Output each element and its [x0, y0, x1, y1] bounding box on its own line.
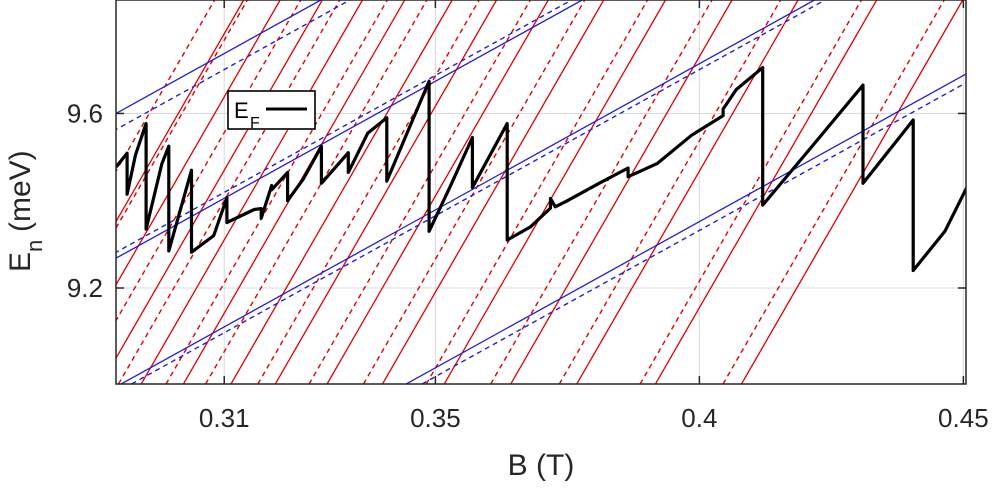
red-level-line-solid [654, 0, 878, 384]
level-lines [116, 0, 966, 384]
red-level-line-solid [381, 0, 605, 384]
red-level-line-dashed [362, 0, 586, 384]
y-axis-label: E n (meV) [4, 150, 47, 272]
blue-level-line-dashed [116, 0, 572, 254]
plot-frame [115, 0, 967, 385]
red-level-line-solid [740, 0, 964, 384]
legend-label-subscript: F [250, 115, 260, 132]
red-level-line-dashed [490, 0, 713, 384]
blue-level-line-dashed [421, 81, 966, 384]
y-axis-label-subscript: n [22, 240, 47, 252]
blue-level-line-solid [116, 0, 583, 259]
series-layer [116, 66, 966, 273]
x-tick-label: 0.35 [410, 403, 461, 433]
blue-level-line-solid [116, 0, 322, 115]
legend: E F [227, 90, 316, 132]
y-tick-label: 9.6 [67, 98, 103, 128]
red-level-line-dashed [257, 0, 480, 384]
red-level-line-dashed [639, 0, 862, 384]
red-level-line-solid [510, 0, 733, 384]
red-level-line-solid [274, 0, 498, 384]
blue-level-line-solid [120, 0, 815, 384]
y-axis-label-e: E [4, 252, 37, 272]
plot-area [116, 0, 966, 384]
ticks: 0.31 0.35 0.4 0.45 9.2 9.6 [67, 0, 989, 433]
red-level-line-dashed [116, 0, 248, 230]
blue-level-line-solid [405, 73, 966, 384]
red-level-line-dashed [117, 0, 341, 384]
red-level-line-solid [116, 0, 245, 223]
red-level-line-dashed [205, 0, 428, 384]
y-tick-label: 9.2 [67, 273, 103, 303]
x-tick-label: 0.45 [938, 403, 989, 433]
red-level-line-dashed [425, 0, 649, 384]
red-level-line-dashed [165, 0, 388, 384]
blue-level-line-dashed [116, 0, 351, 131]
red-level-line-dashed [116, 0, 216, 173]
red-level-line-solid [116, 0, 323, 360]
red-level-line-solid [326, 0, 549, 384]
red-level-line-solid [140, 0, 364, 384]
y-axis-label-unit: (meV) [4, 150, 37, 232]
fermi-energy-line [116, 66, 966, 273]
red-level-line-solid [230, 0, 453, 384]
x-tick-label: 0.4 [681, 403, 717, 433]
red-level-line-dashed [308, 0, 531, 384]
x-tick-label: 0.31 [199, 403, 250, 433]
x-axis-label: B (T) [508, 449, 575, 482]
red-level-line-dashed [722, 0, 945, 384]
red-level-line-solid [576, 0, 799, 384]
blue-level-line-dashed [131, 0, 826, 384]
red-level-line-solid [443, 0, 667, 384]
legend-label: E [234, 98, 249, 123]
red-level-line-dashed [558, 0, 782, 384]
